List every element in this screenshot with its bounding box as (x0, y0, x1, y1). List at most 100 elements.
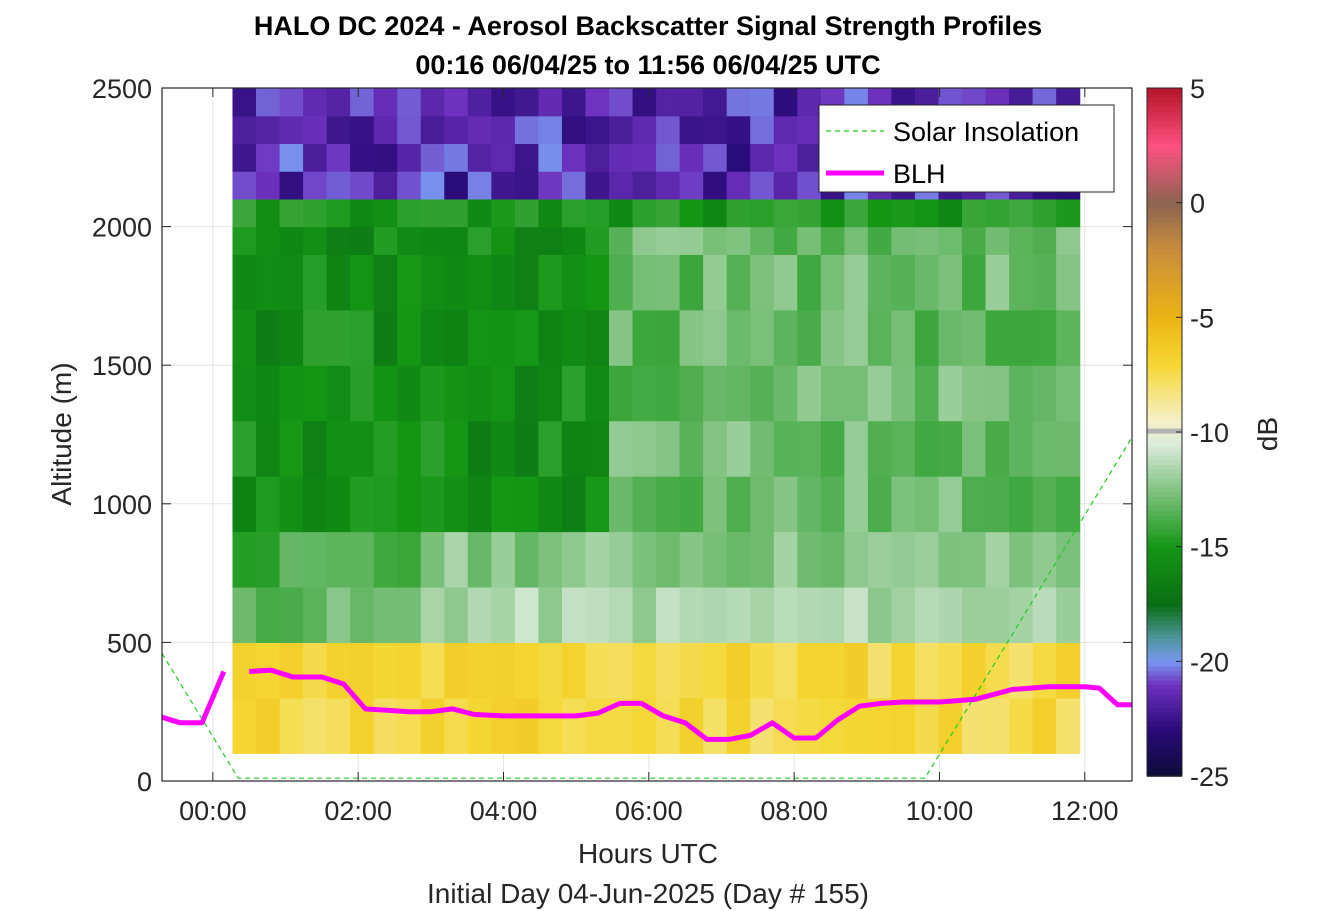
colorbar-segment (1147, 207, 1182, 213)
heatmap-cell (1032, 254, 1057, 311)
colorbar-tick-label: -25 (1190, 762, 1229, 792)
heatmap-cell (303, 476, 328, 533)
heatmap-cell (561, 476, 587, 533)
colorbar-segment (1147, 487, 1182, 493)
x-tick-label: 06:00 (615, 796, 683, 826)
colorbar-segment (1147, 234, 1182, 241)
heatmap-cell (703, 365, 728, 422)
colorbar-segment (1147, 620, 1182, 626)
heatmap-cell (820, 254, 845, 311)
heatmap-cell (467, 586, 492, 643)
heatmap-cell (656, 365, 681, 422)
heatmap-cell (632, 365, 657, 422)
heatmap-cell (326, 420, 351, 477)
heatmap-cell (891, 198, 916, 228)
colorbar-segment (1147, 464, 1182, 470)
heatmap-cell (750, 365, 775, 422)
heatmap-cell (232, 309, 257, 366)
heatmap-cell (726, 143, 751, 172)
heatmap-cell (656, 171, 681, 200)
series-lines (161, 436, 1133, 779)
heatmap-cell (514, 420, 540, 477)
colorbar-segment (1147, 115, 1182, 121)
heatmap-cell (844, 531, 869, 588)
heatmap-cell (350, 115, 375, 145)
heatmap-cell (420, 697, 445, 754)
colorbar-segment (1147, 138, 1182, 144)
heatmap-cell (538, 420, 563, 477)
heatmap-cell (538, 309, 563, 366)
heatmap-cell (373, 198, 398, 228)
heatmap-cell (326, 476, 351, 533)
heatmap-cell (844, 309, 869, 366)
heatmap-cell (1009, 226, 1034, 255)
y-tick-label: 2500 (92, 74, 152, 104)
colorbar-tick-label: -5 (1190, 303, 1214, 333)
colorbar-segment (1147, 743, 1182, 750)
heatmap-cell (891, 309, 916, 366)
colorbar-segment (1147, 409, 1182, 415)
heatmap-cell (726, 198, 751, 228)
y-axis-ticks: 0 500 1000 1500 2000 2500 (92, 74, 1132, 797)
heatmap-cell (914, 198, 940, 228)
heatmap-cell (373, 226, 398, 255)
colorbar-segment (1147, 583, 1182, 589)
heatmap-cell (467, 642, 492, 699)
x-tick-label: 04:00 (470, 796, 538, 826)
heatmap-cell (773, 226, 798, 255)
heatmap-cell (891, 254, 916, 311)
heatmap-cell (844, 365, 869, 422)
heatmap-cell (703, 115, 728, 145)
colorbar-segment (1147, 587, 1182, 594)
heatmap-cell (750, 171, 775, 200)
heatmap-cell (256, 531, 281, 588)
heatmap-cell (679, 420, 704, 477)
heatmap-cell (514, 476, 540, 533)
colorbar-segment (1147, 335, 1182, 342)
heatmap-cell (561, 254, 587, 311)
heatmap-cell (514, 226, 540, 255)
heatmap-cell (1009, 365, 1034, 422)
heatmap-cell (538, 476, 563, 533)
heatmap-cell (279, 697, 304, 754)
heatmap-cell (420, 476, 445, 533)
colorbar-segment (1147, 193, 1182, 199)
colorbar-segment (1147, 698, 1182, 704)
heatmap-cell (1056, 365, 1081, 422)
heatmap-cell (514, 143, 540, 172)
colorbar-segment (1147, 537, 1182, 543)
colorbar-segment (1147, 294, 1182, 300)
heatmap-cell (538, 697, 563, 754)
heatmap-cell (1009, 697, 1034, 754)
blh-line (161, 670, 227, 726)
heatmap-cell (256, 309, 281, 366)
heatmap-cell (467, 171, 492, 200)
chart-subtitle: 00:16 06/04/25 to 11:56 06/04/25 UTC (415, 50, 880, 80)
colorbar-segment (1147, 221, 1182, 227)
heatmap-cell (703, 226, 728, 255)
heatmap-cell (350, 531, 375, 588)
heatmap-cell (985, 226, 1010, 255)
heatmap-cell (397, 226, 422, 255)
colorbar-segment (1147, 642, 1182, 649)
heatmap-cell (444, 226, 469, 255)
heatmap-cell (1009, 198, 1034, 228)
colorbar-segment (1147, 349, 1182, 355)
colorbar-segment (1147, 124, 1182, 131)
heatmap-cell (914, 254, 940, 311)
colorbar-segment (1147, 156, 1182, 163)
heatmap-cell (914, 531, 940, 588)
heatmap-cell (444, 171, 469, 200)
heatmap-cell (938, 586, 963, 643)
colorbar-segment (1147, 459, 1182, 465)
colorbar-segment (1147, 399, 1182, 406)
heatmap-cell (467, 88, 492, 117)
heatmap-cell (985, 531, 1010, 588)
heatmap-cell (1056, 226, 1081, 255)
heatmap-cell (938, 198, 963, 228)
colorbar-segment (1147, 175, 1182, 181)
heatmap-cell (538, 143, 563, 172)
heatmap-cell (797, 420, 822, 477)
heatmap-cell (256, 365, 281, 422)
heatmap-cell (491, 254, 516, 311)
